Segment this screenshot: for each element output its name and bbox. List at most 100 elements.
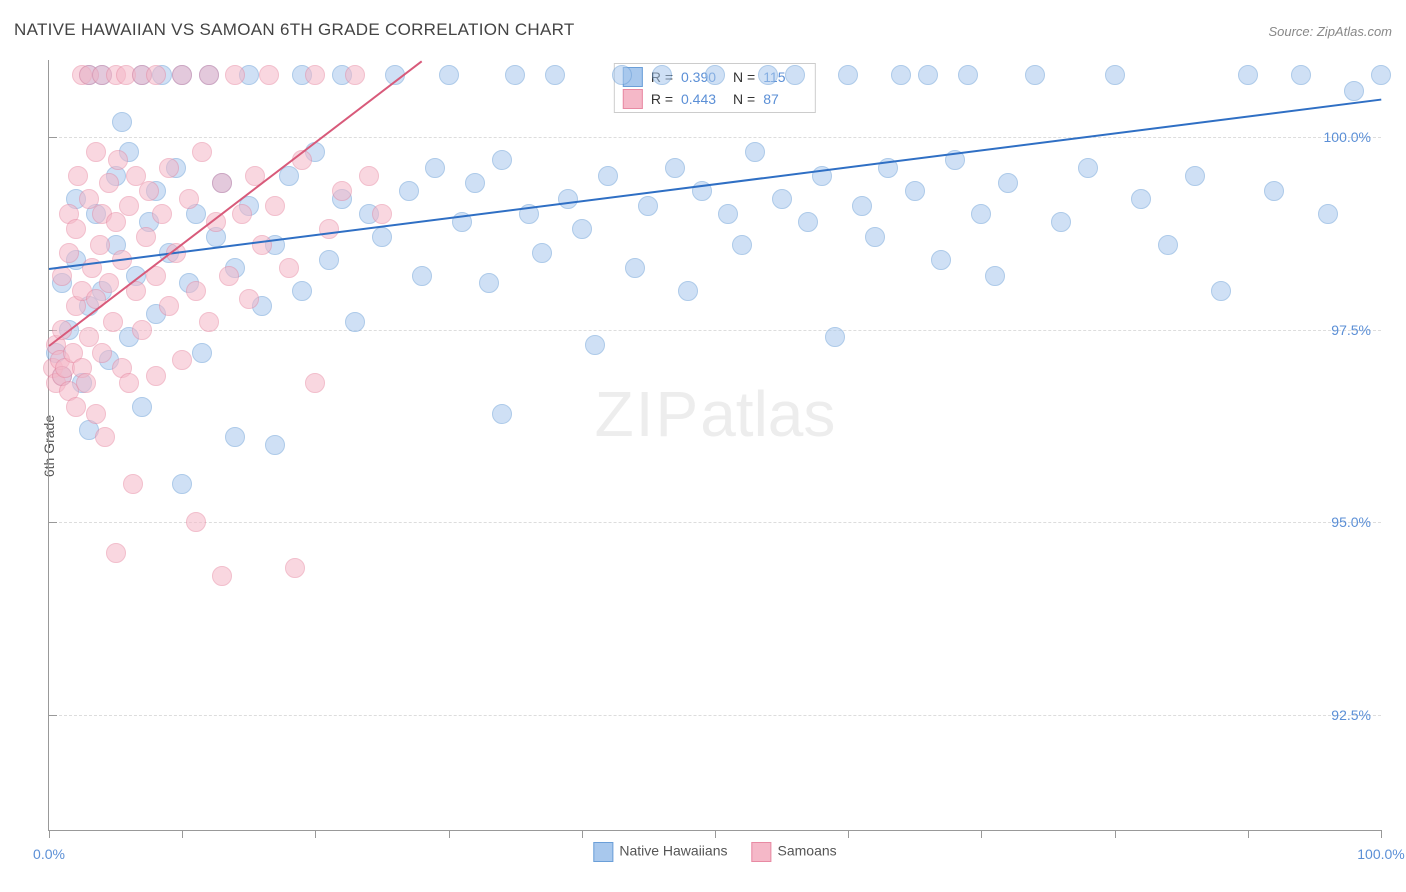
data-point [172,65,192,85]
data-point [399,181,419,201]
data-point [865,227,885,247]
data-point [479,273,499,293]
y-tick-label: 95.0% [1331,514,1371,530]
data-point [86,404,106,424]
data-point [758,65,778,85]
data-point [186,281,206,301]
legend-item-samoan: Samoans [752,842,837,862]
data-point [718,204,738,224]
data-point [492,404,512,424]
data-point [95,427,115,447]
data-point [372,227,392,247]
legend-label-samoan: Samoans [778,843,837,859]
data-point [285,558,305,578]
data-point [119,373,139,393]
stats-swatch-samoan [623,89,643,109]
stats-n-label: N = [733,91,755,107]
tick-x [315,830,316,838]
data-point [192,142,212,162]
tick-x [715,830,716,838]
data-point [139,181,159,201]
data-point [305,65,325,85]
data-point [132,320,152,340]
data-point [123,474,143,494]
y-tick-label: 92.5% [1331,707,1371,723]
data-point [112,112,132,132]
data-point [891,65,911,85]
gridline-h [49,715,1381,716]
data-point [90,235,110,255]
stats-n-value-1: 87 [763,91,807,107]
data-point [68,166,88,186]
data-point [159,158,179,178]
data-point [66,397,86,417]
data-point [492,150,512,170]
stats-r-value-1: 0.443 [681,91,725,107]
data-point [219,266,239,286]
tick-y [49,522,57,523]
data-point [239,289,259,309]
data-point [132,397,152,417]
data-point [958,65,978,85]
stats-n-label: N = [733,69,755,85]
tick-x [49,830,50,838]
data-point [92,343,112,363]
data-point [1078,158,1098,178]
data-point [971,204,991,224]
data-point [172,350,192,370]
gridline-h [49,137,1381,138]
data-point [439,65,459,85]
data-point [106,543,126,563]
data-point [558,189,578,209]
data-point [1211,281,1231,301]
tick-x [449,830,450,838]
data-point [532,243,552,263]
scatter-chart: ZIPatlas R = 0.390 N = 115 R = 0.443 N =… [48,60,1381,831]
data-point [99,173,119,193]
data-point [103,312,123,332]
data-point [545,65,565,85]
data-point [1291,65,1311,85]
tick-x [981,830,982,838]
data-point [785,65,805,85]
tick-x [582,830,583,838]
watermark-zip: ZIP [595,378,701,450]
data-point [585,335,605,355]
data-point [1158,235,1178,255]
legend-swatch-hawaiian [593,842,613,862]
data-point [705,65,725,85]
data-point [172,474,192,494]
chart-title: NATIVE HAWAIIAN VS SAMOAN 6TH GRADE CORR… [14,20,575,40]
data-point [905,181,925,201]
data-point [146,366,166,386]
data-point [186,512,206,532]
data-point [652,65,672,85]
data-point [136,227,156,247]
data-point [1051,212,1071,232]
data-point [1185,166,1205,186]
data-point [798,212,818,232]
y-tick-label: 97.5% [1331,322,1371,338]
data-point [108,150,128,170]
data-point [319,250,339,270]
legend-label-hawaiian: Native Hawaiians [619,843,727,859]
tick-x [1115,830,1116,838]
data-point [1238,65,1258,85]
data-point [412,266,432,286]
data-point [59,243,79,263]
data-point [345,312,365,332]
data-point [225,427,245,447]
data-point [1025,65,1045,85]
data-point [678,281,698,301]
data-point [825,327,845,347]
data-point [772,189,792,209]
x-tick-label: 100.0% [1357,846,1404,862]
data-point [985,266,1005,286]
watermark-atlas: atlas [700,378,835,450]
data-point [292,281,312,301]
data-point [1131,189,1151,209]
data-point [146,65,166,85]
watermark: ZIPatlas [595,377,836,451]
y-tick-label: 100.0% [1324,129,1371,145]
tick-x [848,830,849,838]
